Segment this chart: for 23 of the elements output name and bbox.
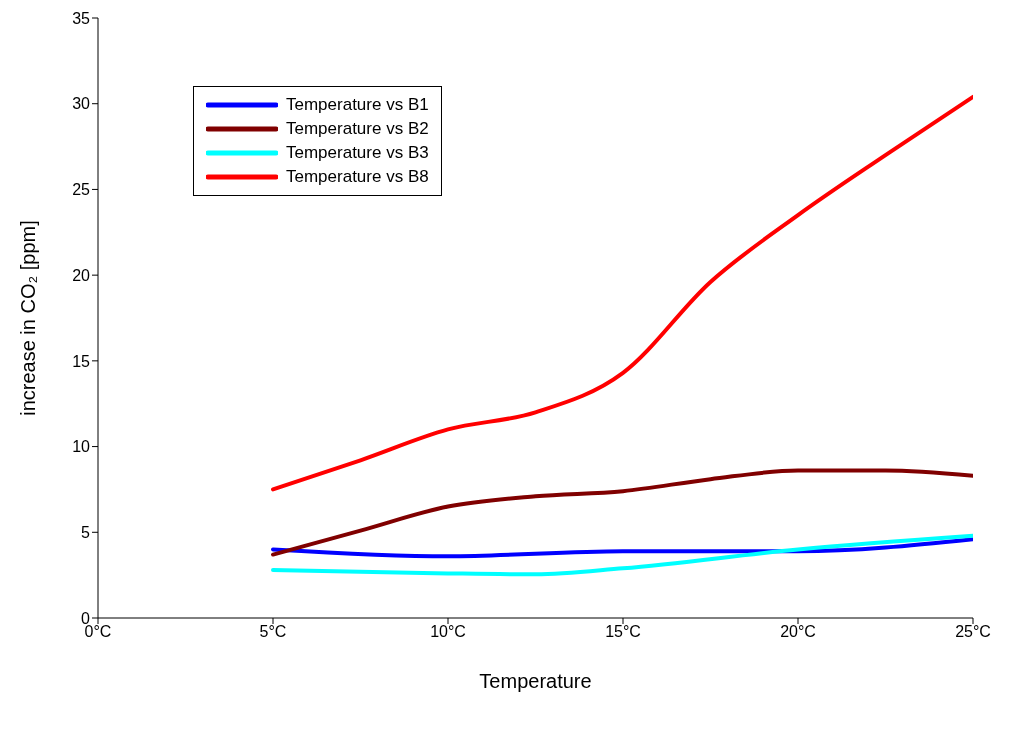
legend-label: Temperature vs B1 (286, 95, 429, 115)
y-axis-title: increase in CO₂ [ppm] (17, 220, 40, 416)
y-tick-label: 25 (72, 181, 91, 199)
x-tick-label: 15°C (605, 623, 641, 641)
y-tick-label: 10 (72, 438, 91, 456)
legend-label: Temperature vs B2 (286, 119, 429, 139)
x-tick-label: 10°C (430, 623, 466, 641)
y-tick-label: 15 (72, 352, 91, 370)
line-series (271, 537, 973, 559)
y-tick-label: 30 (72, 95, 91, 113)
x-tick-label: 25°C (955, 623, 991, 641)
line-series (271, 468, 973, 557)
y-tick-label: 20 (72, 266, 91, 284)
x-tick-label: 5°C (259, 623, 287, 641)
legend-label: Temperature vs B3 (286, 143, 429, 163)
y-tick-label: 5 (81, 523, 91, 541)
x-tick-label: 0°C (84, 623, 112, 641)
line-series (271, 94, 973, 492)
x-axis-title: Temperature (479, 670, 592, 692)
y-tick-label: 35 (72, 9, 91, 27)
legend-label: Temperature vs B8 (286, 167, 429, 187)
x-tick-label: 20°C (780, 623, 816, 641)
line-series (271, 533, 973, 577)
